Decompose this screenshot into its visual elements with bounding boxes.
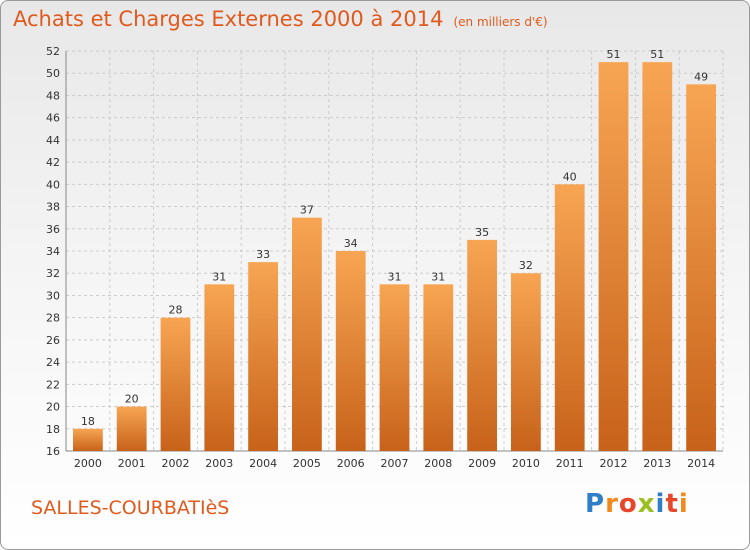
x-tick-label: 2009 (468, 457, 496, 470)
x-tick-label: 2008 (424, 457, 452, 470)
value-label: 35 (475, 226, 489, 239)
value-label: 51 (650, 48, 664, 61)
value-label: 34 (344, 237, 358, 250)
bar (335, 251, 366, 451)
x-tick-label: 2003 (205, 457, 233, 470)
y-tick-label: 38 (46, 201, 60, 214)
bar (423, 284, 454, 451)
x-tick-label: 2007 (381, 457, 409, 470)
x-tick-label: 2014 (687, 457, 715, 470)
y-tick-label: 52 (46, 45, 60, 58)
y-tick-label: 28 (46, 312, 60, 325)
logo-letter: i (678, 489, 689, 519)
x-tick-label: 2002 (162, 457, 190, 470)
x-tick-label: 2001 (118, 457, 146, 470)
value-label: 31 (388, 270, 402, 283)
value-label: 40 (563, 170, 577, 183)
x-tick-label: 2010 (512, 457, 540, 470)
bar (642, 62, 673, 451)
y-tick-label: 20 (46, 401, 60, 414)
y-tick-label: 44 (46, 134, 60, 147)
bar (248, 262, 278, 451)
value-label: 33 (256, 248, 270, 261)
x-tick-label: 2006 (337, 457, 365, 470)
logo-letter: r (605, 489, 619, 519)
chart-subtitle: (en milliers d'€) (453, 15, 548, 29)
x-tick-label: 2012 (600, 457, 628, 470)
bar (467, 239, 497, 451)
commune-name: SALLES-COURBATIèS (31, 497, 230, 519)
logo-letter: P (585, 489, 606, 519)
value-label: 49 (694, 70, 708, 83)
logo-letter: x (637, 489, 656, 519)
y-tick-label: 30 (46, 289, 60, 302)
bars (73, 62, 716, 452)
bar (292, 217, 322, 451)
y-tick-label: 22 (46, 378, 60, 391)
y-tick-label: 46 (46, 112, 60, 125)
x-tick-label: 2004 (249, 457, 277, 470)
logo-letter: t (665, 489, 679, 519)
value-label: 18 (81, 415, 95, 428)
value-label: 32 (519, 259, 533, 272)
y-tick-label: 42 (46, 156, 60, 169)
value-label: 31 (212, 270, 226, 283)
chart-title: Achats et Charges Externes 2000 à 2014 (e… (13, 7, 548, 31)
value-label: 31 (431, 270, 445, 283)
bar (204, 284, 235, 451)
y-tick-label: 36 (46, 223, 60, 236)
y-tick-label: 18 (46, 423, 60, 436)
x-tick-label: 2013 (643, 457, 671, 470)
bar (511, 273, 541, 451)
value-label: 51 (607, 48, 621, 61)
logo-letter: o (618, 489, 638, 519)
bar (598, 62, 629, 451)
bar (686, 84, 716, 451)
labels: 16 18 20 22 24 26 28 30 32 34 36 38 40 42 44 46 48 50 52 18… (46, 45, 715, 470)
y-tick-label: 24 (46, 356, 60, 369)
proxiti-logo: Proxiti (585, 489, 689, 519)
bar (554, 184, 585, 452)
chart-title-text: Achats et Charges Externes 2000 à 2014 (13, 7, 444, 31)
bar (379, 284, 410, 451)
bar (160, 317, 191, 451)
value-label: 20 (125, 393, 139, 406)
value-label: 37 (300, 204, 314, 217)
x-tick-label: 2000 (74, 457, 102, 470)
y-tick-label: 50 (46, 67, 60, 80)
logo-letter: i (655, 489, 666, 519)
y-tick-label: 16 (46, 445, 60, 458)
y-tick-label: 26 (46, 334, 60, 347)
x-tick-label: 2005 (293, 457, 321, 470)
y-tick-label: 32 (46, 267, 60, 280)
value-label: 28 (169, 304, 183, 317)
y-tick-label: 40 (46, 178, 60, 191)
y-tick-label: 48 (46, 89, 60, 102)
bar (116, 406, 147, 451)
y-tick-label: 34 (46, 245, 60, 258)
bar (73, 428, 103, 451)
x-tick-label: 2011 (556, 457, 584, 470)
